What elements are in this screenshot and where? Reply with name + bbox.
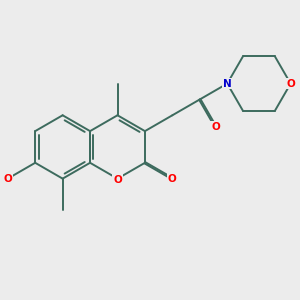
Text: N: N [223, 79, 232, 88]
Text: O: O [113, 175, 122, 185]
Text: O: O [286, 79, 295, 88]
Text: O: O [168, 174, 177, 184]
Text: O: O [3, 174, 12, 184]
Text: O: O [211, 122, 220, 132]
